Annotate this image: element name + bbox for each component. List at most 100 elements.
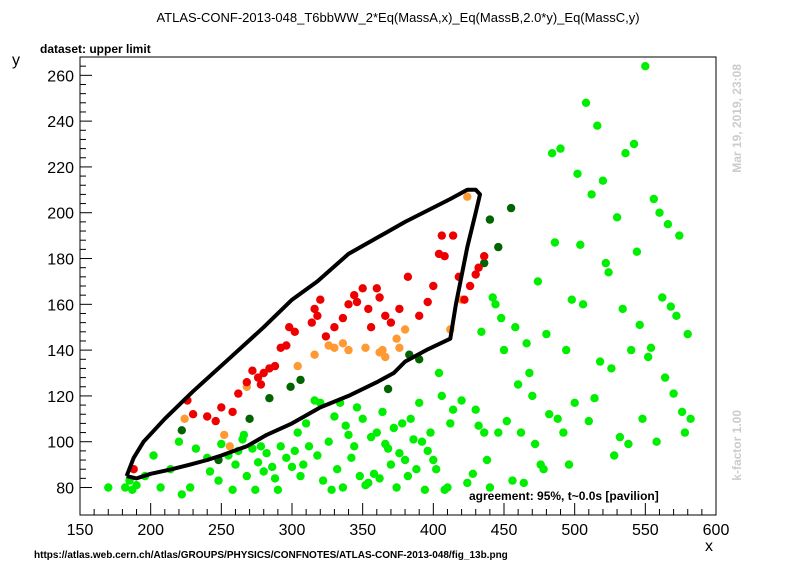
data-point-bright-green	[618, 304, 627, 314]
data-point-bright-green	[287, 462, 297, 472]
data-point-bright-green	[553, 414, 562, 423]
data-point-bright-green	[392, 483, 401, 492]
data-point-red	[448, 231, 458, 240]
data-point-red	[381, 311, 390, 320]
data-point-orange	[381, 352, 390, 362]
x-tick-label: 150	[67, 522, 94, 539]
data-point-bright-green	[607, 364, 616, 373]
data-point-bright-green	[497, 313, 506, 323]
data-point-bright-green	[205, 467, 215, 476]
data-point-bright-green	[632, 247, 642, 256]
data-point-bright-green	[550, 238, 560, 247]
data-point-bright-green	[273, 485, 283, 494]
data-point-bright-green	[584, 416, 593, 426]
data-point-bright-green	[655, 208, 664, 217]
data-point-orange	[344, 345, 353, 355]
data-point-bright-green	[644, 352, 653, 362]
data-point-bright-green	[522, 339, 531, 348]
source-url: https://atlas.web.cern.ch/Atlas/GROUPS/P…	[34, 550, 508, 561]
data-point-bright-green	[318, 476, 328, 485]
data-point-bright-green	[629, 139, 639, 149]
data-point-bright-green	[547, 149, 557, 158]
data-point-red	[242, 378, 251, 387]
x-tick-label: 200	[137, 522, 164, 539]
data-point-red	[211, 416, 220, 426]
data-point-bright-green	[333, 465, 342, 474]
data-point-bright-green	[615, 432, 625, 442]
data-point-bright-green	[262, 449, 271, 458]
data-point-bright-green	[121, 483, 130, 492]
data-point-dark-green	[245, 414, 254, 423]
data-point-bright-green	[324, 437, 333, 446]
data-point-orange	[400, 325, 410, 334]
data-point-bright-green	[355, 471, 364, 481]
data-point-bright-green	[398, 419, 407, 428]
data-point-bright-green	[423, 446, 432, 456]
data-point-bright-green	[646, 343, 656, 352]
data-point-bright-green	[304, 442, 314, 451]
data-point-red	[234, 389, 243, 398]
data-point-orange	[361, 343, 370, 352]
data-point-bright-green	[432, 465, 441, 474]
data-point-bright-green	[562, 345, 571, 355]
data-point-bright-green	[598, 176, 608, 185]
data-point-bright-green	[539, 465, 548, 474]
data-point-orange	[293, 361, 302, 371]
y-axis-label: y	[12, 52, 20, 69]
data-point-red	[330, 323, 339, 332]
data-point-bright-green	[426, 428, 435, 437]
agreement-annotation: agreement: 95%, t~0.0s [pavilion]	[469, 489, 659, 503]
data-point-bright-green	[516, 428, 526, 437]
data-point-red	[415, 311, 424, 320]
data-point-bright-green	[457, 396, 466, 405]
x-tick-label: 550	[632, 522, 659, 539]
data-point-bright-green	[669, 389, 678, 398]
data-point-red	[350, 291, 359, 300]
data-point-orange	[220, 430, 229, 440]
data-point-bright-green	[677, 407, 687, 417]
data-point-orange	[392, 334, 401, 343]
data-point-bright-green	[610, 451, 619, 460]
data-point-red	[440, 252, 449, 261]
data-point-bright-green	[612, 213, 622, 222]
data-point-bright-green	[471, 405, 480, 414]
data-point-bright-green	[638, 414, 647, 423]
data-point-red	[256, 380, 266, 389]
data-point-bright-green	[570, 398, 579, 407]
data-point-bright-green	[545, 410, 554, 419]
data-point-bright-green	[564, 460, 574, 469]
plot-frame	[79, 56, 717, 516]
data-point-bright-green	[406, 414, 415, 423]
y-tick-label: 100	[47, 435, 74, 452]
data-point-bright-green	[530, 439, 540, 449]
data-point-bright-green	[491, 300, 500, 309]
data-point-red	[307, 318, 316, 327]
data-point-bright-green	[434, 368, 444, 378]
data-point-orange	[180, 414, 189, 423]
data-point-bright-green	[383, 444, 393, 453]
data-point-bright-green	[296, 471, 305, 481]
data-point-orange	[378, 345, 387, 355]
data-point-red	[423, 297, 432, 307]
data-point-bright-green	[446, 419, 455, 428]
contour-layer	[124, 187, 482, 481]
data-point-red	[188, 410, 198, 419]
data-point-bright-green	[437, 391, 446, 401]
y-tick-label: 240	[47, 114, 74, 131]
y-tick-label: 200	[47, 206, 74, 223]
data-point-bright-green	[528, 391, 537, 401]
data-point-bright-green	[494, 428, 503, 437]
data-point-red	[344, 300, 353, 309]
data-point-bright-green	[327, 485, 336, 494]
data-point-dark-green	[485, 215, 495, 224]
data-point-bright-green	[652, 437, 661, 446]
data-point-bright-green	[502, 416, 511, 426]
data-point-bright-green	[132, 481, 141, 490]
data-point-orange	[310, 350, 319, 359]
x-tick-label: 500	[561, 522, 588, 539]
data-point-red	[338, 313, 348, 323]
data-point-red	[366, 323, 376, 332]
x-tick-label: 250	[208, 522, 235, 539]
data-point-orange	[338, 339, 348, 348]
